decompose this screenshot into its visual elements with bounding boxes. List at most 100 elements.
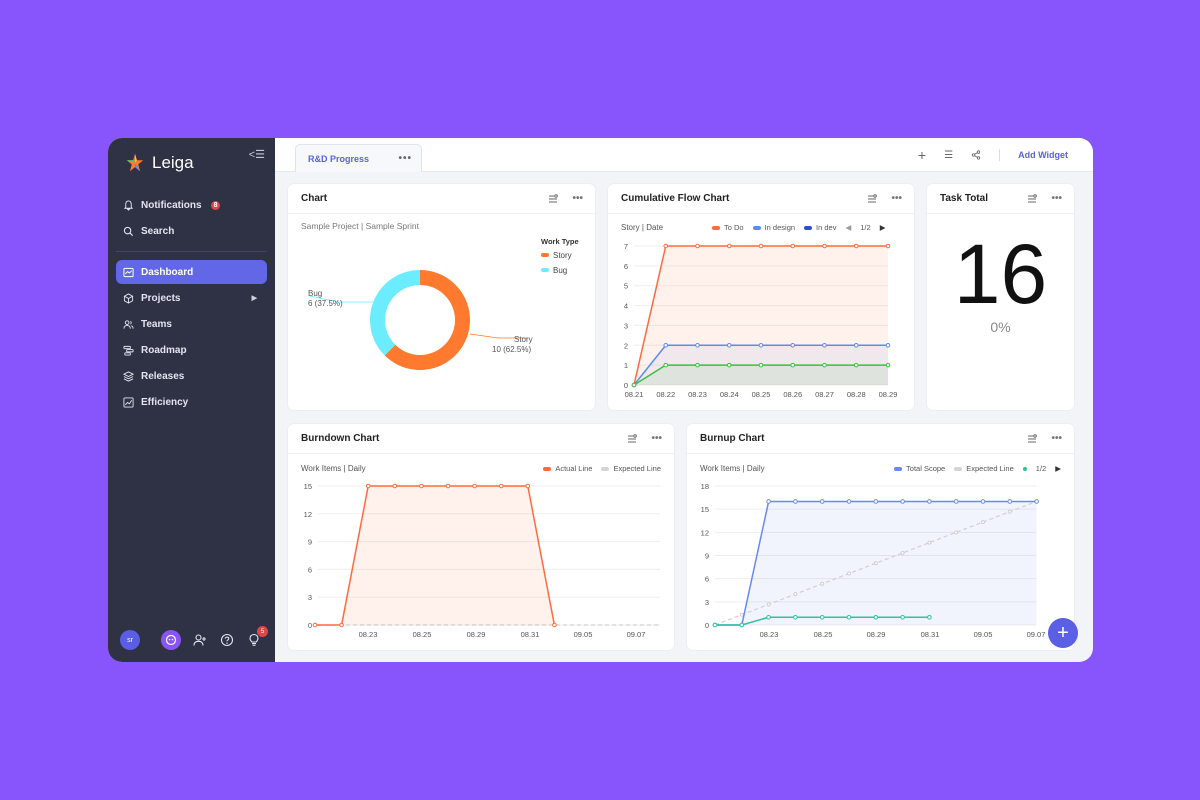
chart-settings-icon[interactable] <box>548 193 559 204</box>
cfd-point <box>822 362 827 368</box>
card-subtitle: Story | Date <box>621 223 664 232</box>
chart-settings-icon[interactable] <box>867 193 878 204</box>
burndown-chart: 0 3 6 9 12 15 08.23 08.25 08.29 08.31 09.05 09.07 <box>304 482 660 639</box>
divider <box>999 149 1001 161</box>
cfd-point <box>695 342 700 348</box>
cfd-point <box>663 342 669 348</box>
legend-next-icon[interactable]: ▶ <box>1055 464 1061 473</box>
card-header: Cumulative Flow Chart ••• <box>608 184 914 214</box>
bd-point <box>392 483 398 489</box>
tips-lightbulb-icon[interactable]: 5 <box>246 626 268 648</box>
sidebar-item-label: Projects <box>141 292 181 304</box>
pie-slice-story <box>384 270 470 370</box>
cfd-y-tick-label: 5 <box>624 282 628 291</box>
cfd-point <box>758 342 764 348</box>
sidebar-item-projects[interactable]: Projects ▶ <box>116 286 267 310</box>
cfd-point <box>853 342 859 348</box>
sidebar: Leiga <☰ Notifications 8 Search Dashboar… <box>108 138 275 662</box>
bu-completed-point <box>766 614 771 620</box>
bd-point <box>445 483 451 489</box>
legend-item-expected-line[interactable]: Expected Line <box>954 464 1014 473</box>
help-icon[interactable] <box>219 632 235 648</box>
sidebar-item-notifications[interactable]: Notifications 8 <box>116 193 267 217</box>
card-subtitle: Work Items | Daily <box>700 464 765 473</box>
sidebar-item-efficiency[interactable]: Efficiency <box>116 390 267 414</box>
sidebar-item-label: Search <box>141 225 175 237</box>
legend-next-icon[interactable]: ▶ <box>879 223 886 232</box>
card-subtitle: Work Items | Daily <box>301 464 366 473</box>
cfd-point <box>853 362 859 368</box>
legend-item-completed[interactable] <box>1022 466 1027 471</box>
bu-expected-point <box>954 530 959 535</box>
chart-settings-icon[interactable] <box>1027 193 1038 204</box>
bu-completed-point <box>819 614 825 620</box>
bu-scope-point <box>873 499 879 504</box>
cfd-point <box>790 243 796 249</box>
more-icon[interactable]: ••• <box>1051 193 1062 204</box>
bu-y-tick-label: 18 <box>701 482 709 491</box>
share-icon[interactable] <box>971 150 981 160</box>
avatar[interactable]: sr <box>120 630 140 650</box>
more-icon[interactable]: ••• <box>651 433 662 444</box>
more-icon[interactable]: ••• <box>572 193 583 204</box>
cfd-x-tick-label: 08.21 <box>625 390 644 399</box>
sidebar-item-search[interactable]: Search <box>116 219 267 243</box>
collapse-sidebar-icon[interactable]: <☰ <box>248 149 265 161</box>
bd-x-tick-label: 09.07 <box>627 630 646 639</box>
bu-x-tick-label: 08.25 <box>814 630 833 639</box>
cfd-point <box>663 362 669 368</box>
bd-point <box>419 483 424 489</box>
plus-icon[interactable]: + <box>917 147 927 163</box>
chart-settings-icon[interactable] <box>1027 433 1038 444</box>
sidebar-item-teams[interactable]: Teams <box>116 312 267 336</box>
chart-settings-icon[interactable] <box>627 433 638 444</box>
more-icon[interactable]: ••• <box>398 153 412 164</box>
legend-item-todo[interactable]: To Do <box>712 223 744 232</box>
invite-user-icon[interactable] <box>192 632 208 648</box>
app-window: Leiga <☰ Notifications 8 Search Dashboar… <box>108 138 1093 662</box>
users-icon <box>123 319 134 329</box>
app-logo[interactable]: Leiga <box>124 152 194 174</box>
legend-pager: 1/2 <box>860 223 871 232</box>
add-widget-button[interactable]: Add Widget <box>1018 150 1068 160</box>
bu-scope-point <box>900 499 905 504</box>
cfd-y-tick-label: 3 <box>624 321 628 330</box>
assistant-icon[interactable] <box>161 630 181 650</box>
more-icon[interactable]: ••• <box>1051 433 1062 444</box>
legend-item-expected-line[interactable]: Expected Line <box>601 464 661 473</box>
bd-point <box>472 483 477 489</box>
bu-y-tick-label: 6 <box>705 575 709 584</box>
cube-icon <box>123 292 134 304</box>
bd-point <box>312 622 318 628</box>
bd-x-tick-label: 08.29 <box>467 630 486 639</box>
pie-slice-bug <box>370 270 420 356</box>
bu-scope-point <box>793 499 798 504</box>
bu-completed-point <box>712 622 718 628</box>
bu-x-tick-label: 09.07 <box>1027 630 1046 639</box>
cfd-point <box>790 362 796 368</box>
top-bar: R&D Progress ••• + ☰ Add Widget <box>275 138 1093 172</box>
layers-icon <box>123 370 134 382</box>
legend-item-actual-line[interactable]: Actual Line <box>543 464 592 473</box>
sidebar-item-roadmap[interactable]: Roadmap <box>116 338 267 362</box>
legend-item-total-scope[interactable]: Total Scope <box>894 464 945 473</box>
tab-rd-progress[interactable]: R&D Progress ••• <box>295 144 422 172</box>
legend-item-in-dev[interactable]: In dev <box>804 223 836 232</box>
chart-legend: Actual Line Expected Line <box>543 464 661 473</box>
bd-point <box>498 483 504 489</box>
legend-pager: 1/2 <box>1035 464 1047 473</box>
sidebar-item-dashboard[interactable]: Dashboard <box>116 260 267 284</box>
bu-x-tick-label: 09.05 <box>974 630 993 639</box>
cfd-point <box>822 342 827 348</box>
more-icon[interactable]: ••• <box>891 193 902 204</box>
filter-icon[interactable]: ☰ <box>944 149 954 161</box>
cumulative-flow-chart: 0 1 2 3 4 5 6 7 08.21 08.22 08.23 08.24 08.25 08.26 08… <box>624 242 898 399</box>
bu-scope-point <box>846 499 852 504</box>
story-leader-line <box>469 333 528 339</box>
legend-item-in-design[interactable]: In design <box>752 223 795 232</box>
bu-expected-point <box>927 540 932 545</box>
sidebar-item-releases[interactable]: Releases <box>116 364 267 388</box>
legend-prev-icon[interactable]: ◀ <box>845 223 852 232</box>
sidebar-bottom-bar: sr 5 <box>120 626 268 650</box>
add-widget-fab-button[interactable]: + <box>1048 618 1078 648</box>
